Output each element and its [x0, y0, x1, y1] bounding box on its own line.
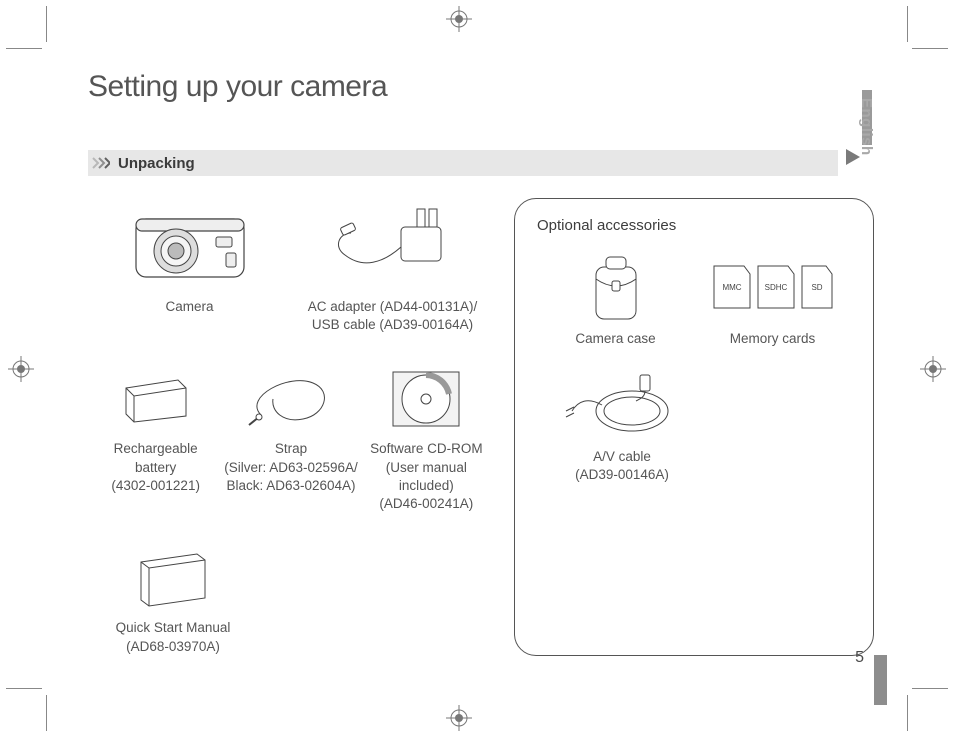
item-camera-case: Camera case — [537, 252, 694, 348]
card-label-sd: SD — [811, 283, 822, 292]
item-av-cable: A/V cable (AD39-00146A) — [537, 370, 707, 484]
registration-mark-left — [8, 356, 34, 382]
caption: Strap (Silver: AD63-02596A/ Black: AD63-… — [223, 440, 358, 495]
section-arrow-icon — [846, 149, 860, 170]
caption: Quick Start Manual (AD68-03970A) — [88, 619, 258, 655]
caption: Camera case — [537, 330, 694, 348]
page-title: Setting up your camera — [88, 70, 888, 104]
crop-mark — [907, 6, 908, 42]
crop-mark — [6, 688, 42, 689]
registration-mark-right — [920, 356, 946, 382]
item-manual: Quick Start Manual (AD68-03970A) — [88, 541, 258, 655]
crop-mark — [912, 48, 948, 49]
av-cable-icon — [537, 370, 707, 444]
caption: AC adapter (AD44-00131A)/ USB cable (AD3… — [291, 298, 494, 334]
optional-accessories-box: Optional accessories Camera case — [514, 198, 874, 656]
camera-icon — [88, 198, 291, 294]
caption: A/V cable (AD39-00146A) — [537, 448, 707, 484]
strap-icon — [223, 362, 358, 436]
page-number: 5 — [855, 649, 864, 667]
crop-mark — [6, 48, 42, 49]
item-camera: Camera — [88, 198, 291, 334]
ac-adapter-icon — [291, 198, 494, 294]
crop-mark — [912, 688, 948, 689]
memory-cards-icon: MMC SDHC SD — [694, 252, 851, 326]
item-battery: Rechargeable battery (4302-001221) — [88, 362, 223, 513]
included-items: Camera AC adapter (AD44-00131A)/ USB cab… — [88, 198, 494, 656]
section-header: Unpacking — [88, 150, 838, 176]
cd-icon — [359, 362, 494, 436]
crop-mark — [46, 6, 47, 42]
caption: Rechargeable battery (4302-001221) — [88, 440, 223, 495]
section-chevron-icon — [88, 150, 114, 176]
battery-icon — [88, 362, 223, 436]
registration-mark-bottom — [446, 705, 472, 731]
caption: Camera — [88, 298, 291, 316]
caption: Memory cards — [694, 330, 851, 348]
item-adapter: AC adapter (AD44-00131A)/ USB cable (AD3… — [291, 198, 494, 334]
optional-title: Optional accessories — [537, 217, 851, 234]
caption: Software CD-ROM (User manual included) (… — [359, 440, 494, 513]
page-number-tab — [874, 655, 887, 705]
manual-icon — [88, 541, 258, 615]
card-label-sdhc: SDHC — [764, 283, 787, 292]
item-memory-cards: MMC SDHC SD Memory cards — [694, 252, 851, 348]
crop-mark — [907, 695, 908, 731]
item-cdrom: Software CD-ROM (User manual included) (… — [359, 362, 494, 513]
registration-mark-top — [446, 6, 472, 32]
camera-case-icon — [537, 252, 694, 326]
crop-mark — [46, 695, 47, 731]
section-label: Unpacking — [118, 155, 195, 172]
item-strap: Strap (Silver: AD63-02596A/ Black: AD63-… — [223, 362, 358, 513]
card-label-mmc: MMC — [722, 283, 741, 292]
